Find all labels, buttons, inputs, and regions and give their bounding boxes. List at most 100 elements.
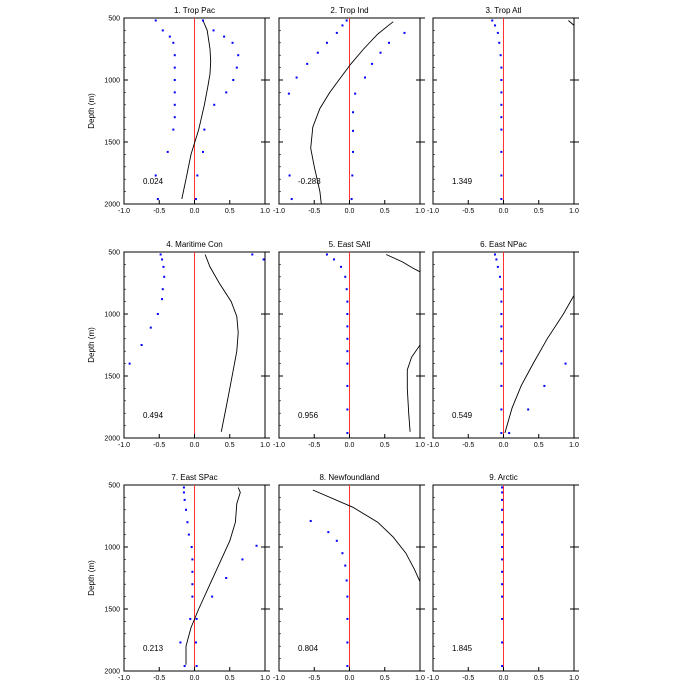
data-point: [187, 533, 190, 536]
data-point: [500, 325, 503, 328]
data-point: [491, 19, 494, 22]
x-tick-label: -0.5: [153, 442, 165, 449]
data-point: [500, 313, 503, 315]
x-tick-label: 0.5: [225, 442, 235, 449]
data-point: [295, 76, 298, 79]
data-point: [186, 521, 189, 524]
data-point: [231, 41, 234, 44]
data-point: [496, 265, 499, 268]
panel-title: 7. East SPac: [171, 473, 217, 482]
data-point: [196, 174, 199, 177]
panel-value: 0.804: [298, 644, 319, 653]
x-tick-label: -0.5: [153, 675, 165, 682]
data-point: [346, 432, 349, 435]
data-point: [163, 275, 166, 278]
x-tick-label: -1.0: [427, 208, 439, 215]
profile-line: [568, 20, 574, 26]
data-point: [183, 498, 186, 501]
data-point: [335, 539, 338, 542]
depth-tick-label: 2000: [104, 202, 120, 209]
data-point: [241, 558, 244, 561]
data-point: [501, 533, 504, 536]
x-tick-label: 1.0: [569, 442, 579, 449]
profile-line: [312, 489, 420, 582]
data-point: [344, 275, 347, 278]
data-point: [500, 288, 503, 291]
depth-tick-label: 2000: [104, 436, 120, 443]
data-point: [500, 337, 503, 340]
panel-6: 6. East NPac -1.0 -0.5 0.0 0.5 1.0 0.549: [427, 240, 579, 449]
data-point: [194, 198, 197, 201]
x-tick-label: -1.0: [273, 442, 285, 449]
data-point: [223, 35, 226, 38]
x-tick-label: 0.0: [345, 675, 355, 682]
depth-tick-label: 1500: [104, 140, 120, 147]
x-tick-label: 0.5: [380, 208, 390, 215]
panel-value: 0.213: [143, 644, 164, 653]
data-point: [346, 617, 349, 620]
x-tick-label: 0.0: [499, 675, 509, 682]
x-tick-label: 0.0: [499, 442, 509, 449]
x-tick-label: -1.0: [427, 675, 439, 682]
data-point: [154, 19, 157, 22]
data-point: [501, 583, 504, 586]
x-tick-label: -0.5: [462, 442, 474, 449]
data-point: [500, 91, 503, 94]
panel-value: 0.956: [298, 411, 319, 420]
x-tick-label: 0.0: [190, 442, 200, 449]
x-tick-label: -1.0: [118, 675, 130, 682]
data-point: [161, 29, 164, 32]
data-point: [201, 19, 204, 22]
data-point: [173, 103, 176, 106]
data-point: [225, 577, 228, 579]
data-point: [350, 198, 353, 201]
x-tick-label: 0.0: [499, 208, 509, 215]
data-point: [496, 31, 499, 34]
data-point: [290, 198, 293, 201]
x-tick-label: 0.5: [534, 208, 544, 215]
data-point: [325, 253, 328, 256]
data-point: [306, 62, 309, 65]
data-point: [173, 79, 176, 81]
data-point: [403, 31, 406, 34]
data-point: [161, 298, 164, 301]
data-point: [500, 198, 503, 201]
data-point: [500, 350, 503, 353]
data-point: [346, 313, 349, 315]
data-point: [172, 128, 175, 131]
x-tick-label: -0.5: [308, 675, 320, 682]
data-point: [325, 41, 328, 44]
x-tick-label: 1.0: [569, 208, 579, 215]
data-point: [172, 41, 175, 44]
data-point: [211, 595, 214, 598]
x-tick-label: 0.5: [380, 675, 390, 682]
data-point: [346, 300, 349, 303]
data-point: [232, 79, 235, 81]
panel-value: 1.845: [452, 644, 473, 653]
data-point: [344, 564, 347, 567]
profile-line: [504, 295, 574, 434]
data-point: [500, 103, 503, 106]
data-point: [500, 362, 503, 365]
panel-value: 0.494: [143, 411, 164, 420]
data-point: [341, 552, 344, 555]
panel-value: 1.349: [452, 177, 473, 186]
data-point: [364, 76, 367, 79]
data-point: [500, 79, 503, 81]
x-tick-label: -1.0: [118, 208, 130, 215]
data-point: [173, 116, 176, 119]
profile-line: [406, 344, 420, 432]
x-tick-label: -0.5: [153, 208, 165, 215]
data-point: [201, 150, 204, 153]
data-point: [495, 258, 498, 261]
panel-title: 2. Trop Ind: [330, 6, 368, 15]
data-point: [500, 384, 503, 387]
data-point: [501, 486, 504, 489]
data-point: [327, 531, 330, 534]
panel-title: 8. Newfoundland: [319, 473, 379, 482]
data-point: [346, 337, 349, 340]
data-point: [161, 258, 164, 261]
data-point: [149, 326, 152, 329]
depth-tick-label: 1000: [104, 545, 120, 552]
